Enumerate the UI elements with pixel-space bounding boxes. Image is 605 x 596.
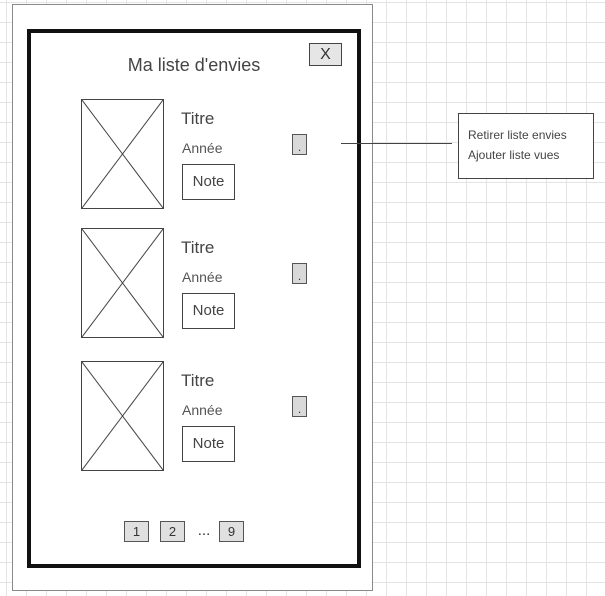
item-year: Année: [182, 140, 223, 156]
note-button[interactable]: Note: [182, 426, 235, 462]
image-placeholder-icon: [82, 362, 163, 470]
list-item: Titre Année Note .: [81, 361, 321, 473]
page-button-1[interactable]: 1: [124, 521, 149, 542]
image-placeholder: [81, 361, 164, 471]
item-menu-button[interactable]: .: [292, 263, 307, 284]
image-placeholder: [81, 228, 164, 338]
list-item: Titre Année Note .: [81, 228, 321, 340]
modal-title: Ma liste d'envies: [127, 55, 261, 75]
item-title: Titre: [181, 371, 215, 390]
item-year: Année: [182, 402, 223, 418]
page-button-2[interactable]: 2: [160, 521, 185, 542]
item-title: Titre: [181, 109, 215, 128]
wishlist-modal: Ma liste d'envies X Titre Année Note . T…: [27, 29, 361, 568]
item-menu-button[interactable]: .: [292, 134, 307, 155]
menu-item-add-watched[interactable]: Ajouter liste vues: [468, 148, 560, 162]
item-title: Titre: [181, 238, 215, 257]
image-placeholder-icon: [82, 229, 163, 337]
note-button[interactable]: Note: [182, 164, 235, 200]
item-menu-button[interactable]: .: [292, 396, 307, 417]
image-placeholder-icon: [82, 100, 163, 208]
callout-connector-line: [341, 143, 452, 144]
note-button[interactable]: Note: [182, 293, 235, 329]
close-button[interactable]: X: [309, 43, 342, 66]
item-year: Année: [182, 269, 223, 285]
menu-item-remove-wishlist[interactable]: Retirer liste envies: [468, 128, 567, 142]
image-placeholder: [81, 99, 164, 209]
list-item: Titre Année Note .: [81, 99, 321, 211]
pagination-ellipsis: ...: [197, 522, 211, 539]
page-button-last[interactable]: 9: [219, 521, 244, 542]
item-context-menu: Retirer liste envies Ajouter liste vues: [458, 113, 594, 179]
